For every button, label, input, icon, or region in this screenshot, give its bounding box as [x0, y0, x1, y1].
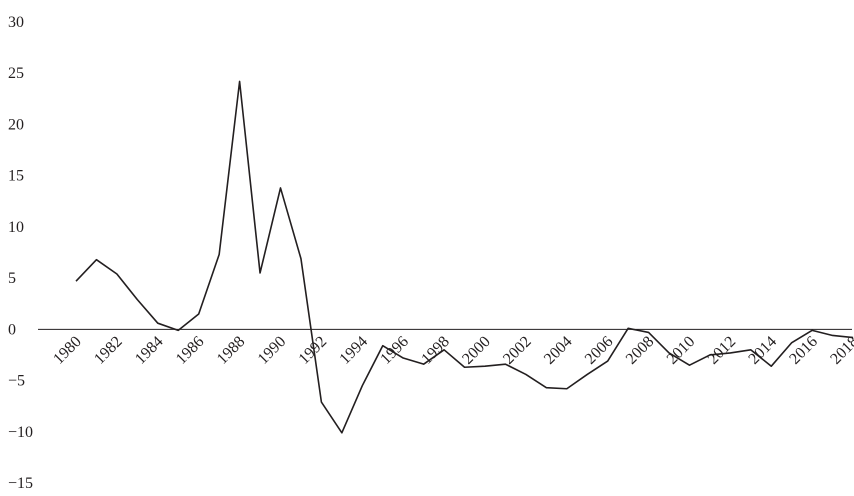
x-tick-label: 2012 [705, 333, 740, 368]
x-tick-label: 2002 [500, 333, 535, 368]
y-tick-label: 20 [8, 116, 24, 133]
x-tick-label: 2008 [623, 333, 658, 368]
y-tick-label: 30 [8, 14, 24, 31]
x-tick-label: 1988 [214, 333, 249, 368]
x-tick-label: 1996 [377, 333, 412, 368]
y-axis-ticks: 30 25 20 15 10 5 0 −5 −10 −15 [8, 14, 33, 492]
x-tick-label: 1986 [173, 333, 208, 368]
y-tick-label: −10 [8, 424, 33, 441]
x-tick-label: 1990 [255, 333, 290, 368]
x-tick-label: 2016 [786, 333, 821, 368]
x-tick-label: 2018 [827, 333, 854, 368]
x-tick-label: 1992 [296, 333, 331, 368]
x-axis-ticks: 1980 1982 1984 1986 1988 1990 1992 1994 1996 1998… [50, 333, 854, 368]
x-tick-label: 2006 [582, 333, 617, 368]
series-line [75, 80, 854, 434]
x-tick-label: 1994 [336, 333, 371, 368]
y-tick-label: 10 [8, 219, 24, 236]
y-tick-label: 5 [8, 270, 16, 287]
x-tick-label: 1998 [418, 333, 453, 368]
y-tick-label: 0 [8, 321, 16, 338]
y-tick-label: −5 [8, 373, 25, 390]
y-tick-label: 15 [8, 168, 24, 185]
x-tick-label: 1980 [50, 333, 85, 368]
y-tick-label: −15 [8, 475, 33, 492]
y-tick-label: 25 [8, 65, 24, 82]
x-tick-label: 2000 [459, 333, 494, 368]
x-tick-label: 2004 [541, 333, 576, 368]
x-tick-label: 1984 [132, 333, 167, 368]
x-tick-label: 1982 [91, 333, 126, 368]
